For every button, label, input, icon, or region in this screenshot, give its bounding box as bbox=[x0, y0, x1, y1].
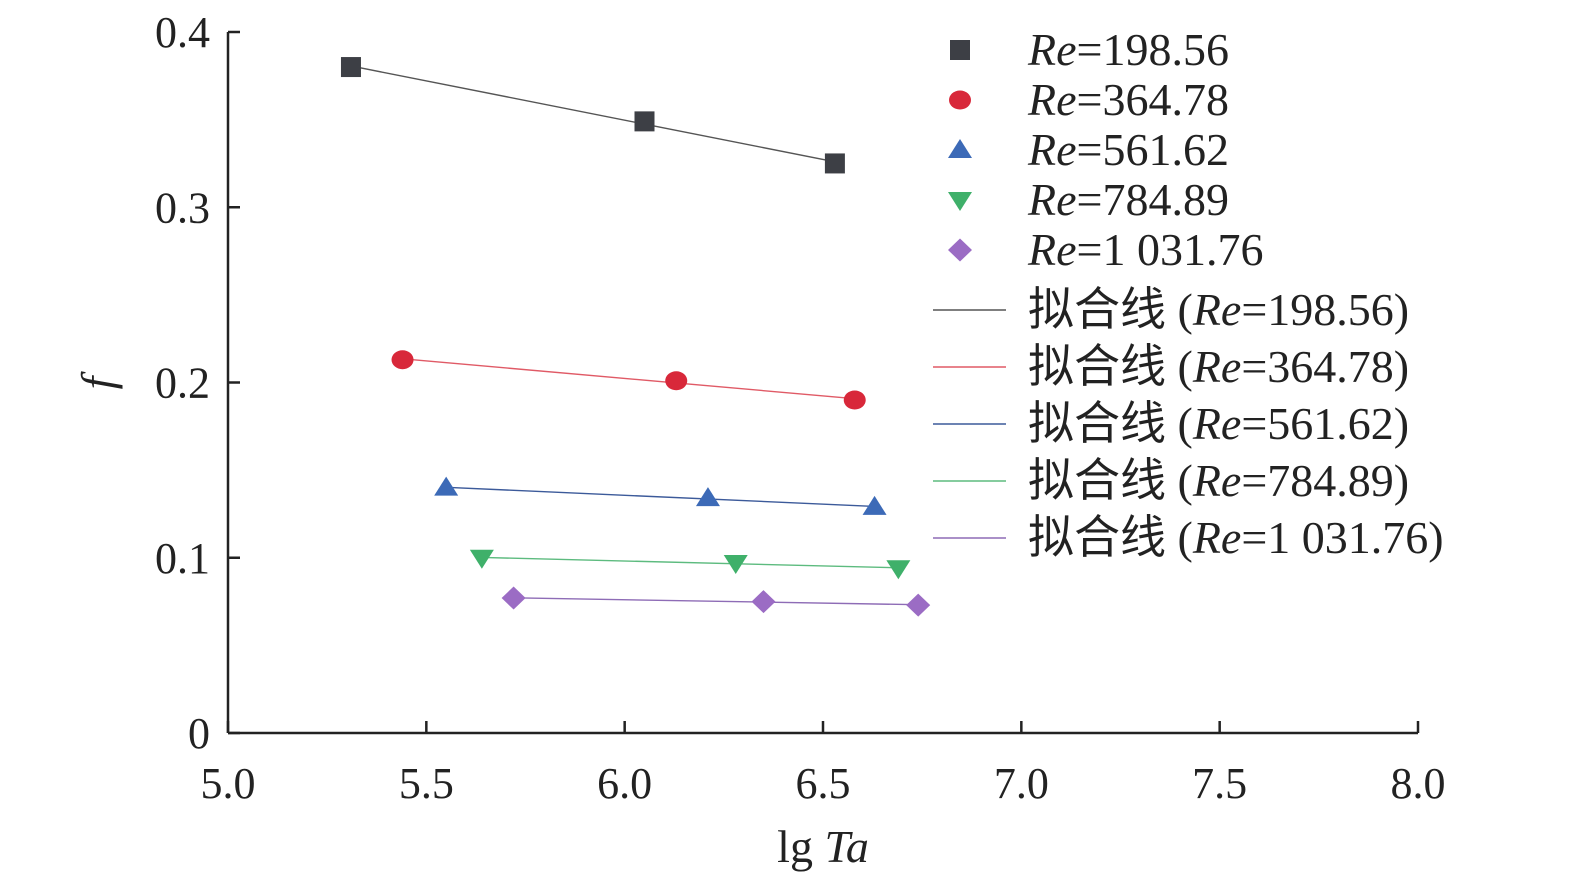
legend-fit-prefix: 拟合线 ( bbox=[1028, 512, 1193, 563]
legend-fit-label-1: 拟合线 (Re=198.56) bbox=[1028, 284, 1409, 335]
data-point-5 bbox=[751, 590, 776, 614]
x-tick-label: 5.0 bbox=[201, 759, 256, 808]
data-point-2 bbox=[665, 371, 688, 391]
legend-label-value: =364.78 bbox=[1077, 74, 1229, 125]
legend-fit-suffix: =1 031.76) bbox=[1241, 512, 1443, 563]
legend-fit-symbol: Re bbox=[1192, 455, 1242, 506]
y-tick-label: 0.1 bbox=[155, 534, 210, 583]
legend-marker-5 bbox=[948, 238, 972, 262]
y-tick-label: 0.3 bbox=[155, 183, 210, 232]
x-axis-title-symbol: Ta bbox=[824, 821, 868, 872]
legend-fit-suffix: =364.78) bbox=[1241, 341, 1409, 392]
legend-label-4: Re=784.89 bbox=[1027, 174, 1229, 225]
x-axis-title: lg Ta bbox=[777, 821, 869, 872]
legend-marker-3 bbox=[948, 139, 972, 158]
legend-label-2: Re=364.78 bbox=[1027, 74, 1229, 125]
x-axis-title-prefix: lg bbox=[777, 821, 824, 872]
legend-label-symbol: Re bbox=[1027, 224, 1077, 275]
legend-label-3: Re=561.62 bbox=[1027, 124, 1229, 175]
data-point-3 bbox=[434, 476, 459, 496]
legend-label-value: =784.89 bbox=[1077, 174, 1229, 225]
legend-fit-symbol: Re bbox=[1192, 398, 1242, 449]
fit-line-2 bbox=[402, 358, 855, 400]
legend-marker-2 bbox=[949, 90, 971, 110]
legend-fit-prefix: 拟合线 ( bbox=[1028, 455, 1193, 506]
legend-fit-symbol: Re bbox=[1192, 284, 1242, 335]
x-tick-label: 8.0 bbox=[1391, 759, 1446, 808]
legend-label-symbol: Re bbox=[1027, 124, 1077, 175]
data-point-4 bbox=[723, 555, 748, 575]
legend-fit-suffix: =561.62) bbox=[1241, 398, 1409, 449]
markers bbox=[340, 57, 931, 617]
x-tick-label: 7.5 bbox=[1192, 759, 1247, 808]
fit-lines bbox=[350, 65, 919, 606]
data-point-1 bbox=[634, 111, 655, 132]
x-tick-label: 6.5 bbox=[796, 759, 851, 808]
x-tick-label: 6.0 bbox=[597, 759, 652, 808]
legend-fit-label-5: 拟合线 (Re=1 031.76) bbox=[1028, 512, 1444, 563]
y-tick-label: 0.4 bbox=[155, 8, 210, 57]
legend-fit-suffix: =784.89) bbox=[1241, 455, 1409, 506]
legend-fit-label-3: 拟合线 (Re=561.62) bbox=[1028, 398, 1409, 449]
legend-fit-prefix: 拟合线 ( bbox=[1028, 341, 1193, 392]
y-tick-label: 0 bbox=[188, 709, 210, 758]
fit-line-5 bbox=[513, 597, 919, 606]
data-point-1 bbox=[340, 57, 361, 78]
legend-marker-1 bbox=[950, 40, 970, 60]
data-point-4 bbox=[886, 560, 911, 580]
fit-line-4 bbox=[481, 556, 899, 569]
legend-fit-symbol: Re bbox=[1192, 512, 1242, 563]
x-tick-label: 7.0 bbox=[994, 759, 1049, 808]
data-point-1 bbox=[824, 153, 845, 174]
legend-fit-label-2: 拟合线 (Re=364.78) bbox=[1028, 341, 1409, 392]
legend-marker-4 bbox=[948, 192, 972, 211]
legend-fit-label-4: 拟合线 (Re=784.89) bbox=[1028, 455, 1409, 506]
legend-label-1: Re=198.56 bbox=[1027, 24, 1229, 75]
legend-label-symbol: Re bbox=[1027, 74, 1077, 125]
legend-fit-prefix: 拟合线 ( bbox=[1028, 284, 1193, 335]
legend-fit-suffix: =198.56) bbox=[1241, 284, 1409, 335]
legend-label-5: Re=1 031.76 bbox=[1027, 224, 1263, 275]
legend-label-value: =561.62 bbox=[1077, 124, 1229, 175]
legend-label-value: =198.56 bbox=[1077, 24, 1229, 75]
legend-label-symbol: Re bbox=[1027, 174, 1077, 225]
axes: 5.0 5.5 6.0 6.5 7.0 7.5 8.0 0 0.1 0.2 0.3 0.4 lg Ta f bbox=[72, 8, 1446, 872]
legend-fit-symbol: Re bbox=[1192, 341, 1242, 392]
legend-label-symbol: Re bbox=[1027, 24, 1077, 75]
legend-label-value: =1 031.76 bbox=[1077, 224, 1264, 275]
legend-fit-prefix: 拟合线 ( bbox=[1028, 398, 1193, 449]
data-point-5 bbox=[501, 586, 526, 610]
data-point-2 bbox=[391, 350, 414, 370]
data-point-4 bbox=[469, 549, 494, 569]
y-axis-title: f bbox=[72, 370, 123, 389]
data-point-5 bbox=[906, 593, 931, 617]
data-point-2 bbox=[843, 390, 866, 410]
fit-line-1 bbox=[350, 65, 836, 163]
fit-line-3 bbox=[446, 486, 875, 508]
x-tick-label: 5.5 bbox=[399, 759, 454, 808]
data-point-3 bbox=[695, 487, 720, 507]
y-tick-label: 0.2 bbox=[155, 359, 210, 408]
data-point-3 bbox=[862, 495, 887, 515]
